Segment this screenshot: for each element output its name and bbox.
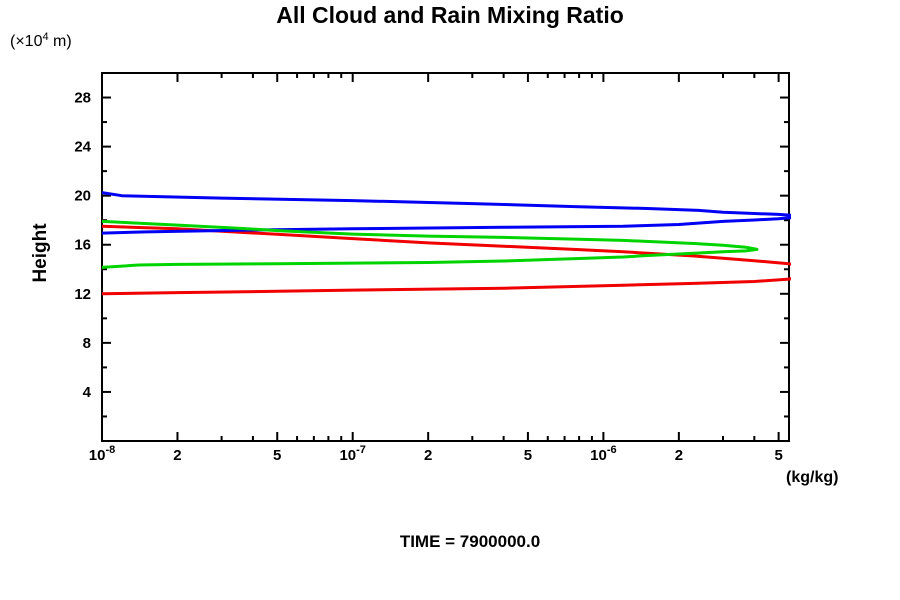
series-green-line: [102, 219, 759, 269]
y-tick-label: 4: [83, 384, 92, 401]
y-tick-label: 12: [74, 286, 91, 303]
y-axis-unit-label: (×104 m): [10, 31, 72, 51]
y-tick-label: 24: [74, 139, 91, 156]
x-tick-label: 10-6: [590, 444, 616, 464]
y-tick-label: 16: [74, 237, 91, 254]
x-tick-label: 10-8: [89, 444, 115, 464]
time-label: TIME = 7900000.0: [399, 532, 541, 551]
x-tick-label: 5: [524, 447, 532, 464]
x-tick-label: 5: [774, 447, 782, 464]
x-tick-label: 2: [424, 447, 432, 464]
x-axis-unit-label: (kg/kg): [786, 469, 839, 486]
x-tick-label: 2: [173, 447, 181, 464]
y-unit-prefix: (×10: [10, 33, 43, 50]
tick-labels: 10-8 2 5 10-7 2 5 10-6 2 5 4 8 12 16 20 24 28: [74, 90, 782, 464]
plot-frame: [101, 72, 790, 442]
series-red-line: [102, 224, 791, 296]
chart-title: All Cloud and Rain Mixing Ratio: [276, 2, 624, 28]
y-tick-label: 20: [74, 188, 91, 205]
y-tick-label: 8: [83, 335, 91, 352]
x-tick-label: 10-7: [339, 444, 365, 464]
y-unit-exponent: 4: [42, 31, 49, 43]
y-unit-suffix: m): [48, 33, 72, 50]
series-blue-line: [102, 191, 791, 235]
y-tick-label: 28: [74, 90, 91, 107]
x-tick-label: 2: [675, 447, 683, 464]
x-tick-label: 5: [273, 447, 281, 464]
